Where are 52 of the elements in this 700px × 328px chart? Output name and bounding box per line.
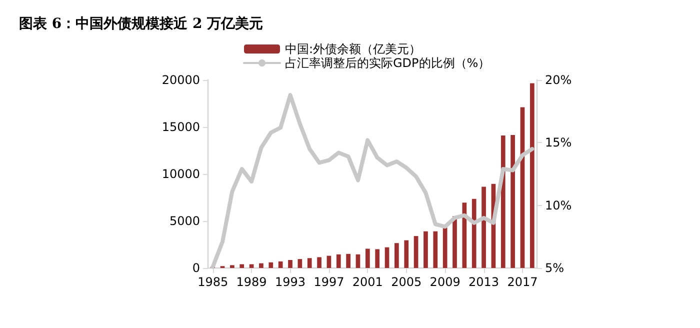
x-tick-label: 1989 — [236, 275, 267, 289]
y-tick-label: 0 — [192, 261, 200, 275]
bar — [298, 259, 302, 268]
bar — [442, 228, 448, 268]
bar — [307, 258, 312, 268]
bar — [346, 254, 350, 268]
bar — [472, 198, 476, 268]
bar — [365, 248, 370, 268]
bar — [433, 231, 438, 268]
y-tick-label: 5000 — [169, 214, 200, 228]
bar — [414, 236, 418, 268]
bar — [259, 263, 264, 268]
legend-label: 占汇率调整后的实际GDP的比例（%） — [285, 56, 490, 70]
x-tick-label: 1993 — [274, 275, 306, 289]
bar — [326, 256, 332, 268]
y2-tick-label: 15% — [545, 136, 572, 150]
bar — [336, 254, 341, 268]
bar — [230, 265, 234, 268]
bar — [356, 254, 360, 268]
x-tick-label: 2005 — [391, 275, 422, 289]
bar — [249, 264, 254, 268]
y2-tick-label: 20% — [545, 73, 572, 87]
y2-tick-label: 10% — [545, 198, 572, 212]
bar — [530, 83, 534, 268]
x-tick-label: 2001 — [352, 275, 383, 289]
bar — [240, 264, 244, 268]
bar — [288, 260, 292, 268]
y-tick-label: 20000 — [162, 73, 200, 87]
x-tick-label: 1997 — [314, 275, 344, 289]
y-tick-label: 10000 — [162, 167, 200, 181]
bar — [394, 243, 399, 268]
bar — [452, 216, 457, 268]
y-tick-label: 15000 — [162, 120, 200, 134]
legend-label: 中国:外债余额（亿美元） — [285, 42, 422, 56]
bar — [462, 202, 467, 268]
line-series — [210, 93, 534, 269]
bar — [384, 247, 390, 268]
y2-tick-label: 5% — [545, 261, 564, 275]
bar — [317, 257, 322, 268]
bar — [510, 134, 515, 268]
x-tick-label: 2017 — [507, 275, 538, 289]
chart-title: 图表 6：中国外债规模接近 2 万亿美元 — [19, 15, 264, 32]
bar — [500, 135, 506, 268]
bar — [424, 231, 428, 268]
bar — [278, 261, 283, 268]
bar — [268, 262, 274, 268]
x-tick-label: 2013 — [468, 275, 500, 289]
x-tick-label: 1985 — [198, 275, 228, 289]
bar — [375, 249, 380, 268]
bar — [404, 240, 409, 268]
x-tick-label: 2009 — [430, 275, 460, 289]
bar — [482, 186, 486, 268]
